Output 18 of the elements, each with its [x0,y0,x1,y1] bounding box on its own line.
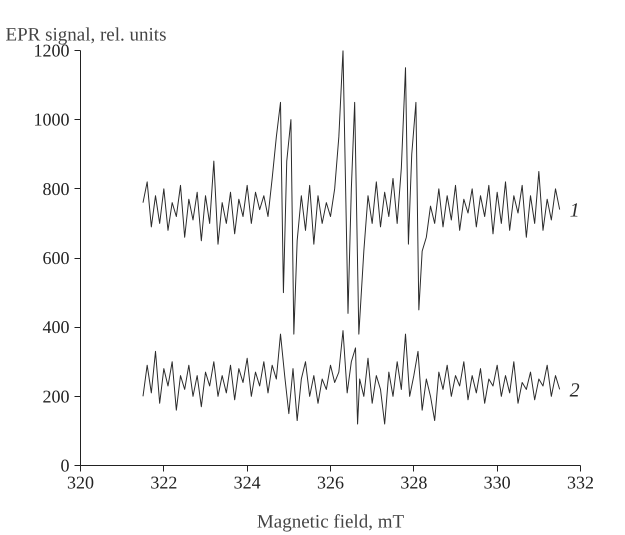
x-tick-label: 322 [150,472,178,492]
y-tick-label: 1000 [34,110,70,130]
line-series [142,330,560,424]
line-series [142,50,560,335]
x-tick-label: 328 [400,472,428,492]
x-tick-label: 320 [67,472,94,492]
y-tick-label: 0 [60,456,70,476]
y-tick-label: 200 [42,386,70,406]
x-tick-label: 332 [567,472,594,492]
y-tick-label: 800 [42,178,70,199]
x-tick-label: 326 [317,472,344,492]
series-label: 2 [570,379,580,402]
x-tick-label: 324 [234,472,261,492]
y-tick-label: 600 [42,248,70,268]
y-tick-label: 400 [42,317,70,338]
x-tick-label: 330 [484,472,511,492]
x-axis-title: Magnetic field, mT [256,512,404,532]
series-label: 1 [570,200,580,222]
